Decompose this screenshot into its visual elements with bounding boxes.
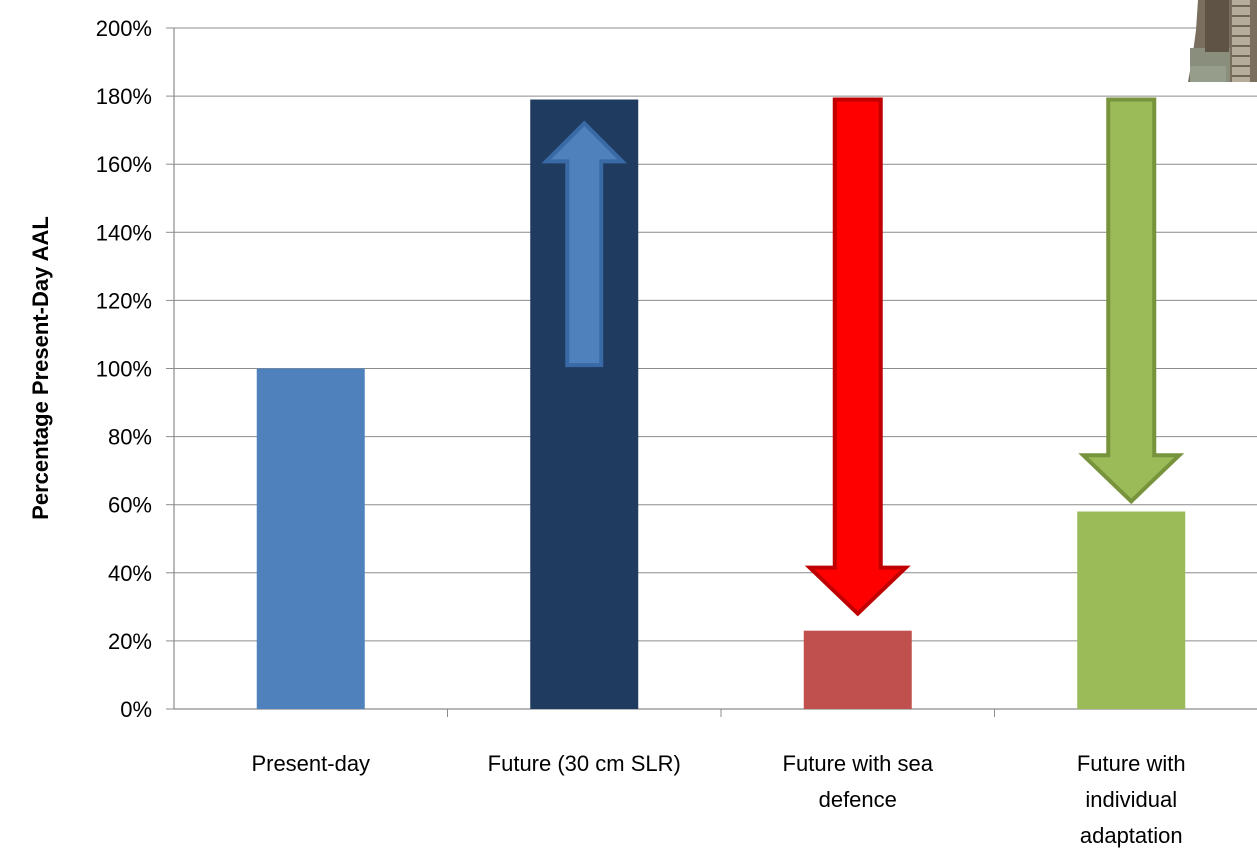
bar — [803, 630, 912, 709]
x-category-label: adaptation — [1080, 823, 1183, 848]
photo-tower — [1232, 0, 1250, 82]
y-tick-label: 180% — [96, 84, 152, 109]
bars — [256, 99, 1186, 709]
y-tick-label: 140% — [96, 220, 152, 245]
x-category-label: Future with — [1077, 751, 1186, 776]
up-arrow-icon — [541, 120, 628, 368]
y-tick-label: 200% — [96, 16, 152, 41]
photo-thumbnail-icon — [1188, 0, 1257, 82]
y-tick-label: 40% — [108, 561, 152, 586]
y-tick-label: 160% — [96, 152, 152, 177]
arrows — [541, 97, 1185, 617]
down-arrow-icon — [804, 97, 911, 617]
photo-ground — [1190, 66, 1226, 82]
bar — [256, 368, 365, 709]
y-tick-label: 80% — [108, 425, 152, 450]
x-category-label: defence — [819, 787, 897, 812]
y-axis-title: Percentage Present-Day AAL — [28, 216, 53, 520]
y-tick-label: 120% — [96, 288, 152, 313]
y-tick-label: 100% — [96, 357, 152, 382]
y-tick-labels: 0% 20% 40% 60% 80% 100% 120% 140% 160% 180% 200% — [96, 16, 152, 722]
x-category-label: Present-day — [251, 751, 370, 776]
x-category-label: Future with sea — [783, 751, 934, 776]
down-arrow-icon — [1078, 97, 1185, 505]
bar — [1077, 511, 1186, 709]
x-category-labels: Present-day Future (30 cm SLR) Future with… — [251, 751, 1185, 848]
x-category-label: Future (30 cm SLR) — [488, 751, 681, 776]
photo-building — [1205, 0, 1229, 52]
y-tick-label: 60% — [108, 493, 152, 518]
y-tick-label: 20% — [108, 629, 152, 654]
x-category-label: individual — [1085, 787, 1177, 812]
y-tick-label: 0% — [120, 697, 152, 722]
